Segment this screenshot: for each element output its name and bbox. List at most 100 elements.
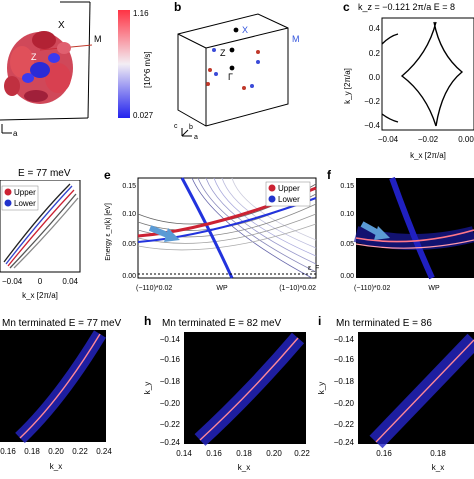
ytick: −0.24 xyxy=(160,438,181,447)
ytick: 0.05 xyxy=(122,241,136,248)
xtick: −0.04 xyxy=(378,135,399,144)
ytick: −0.24 xyxy=(334,438,355,447)
ytick: −0.18 xyxy=(160,377,181,386)
panel-c-ylabel: k_y [2π/a] xyxy=(343,68,352,104)
label-M: M xyxy=(292,34,300,44)
legend-lower: Lower xyxy=(278,195,300,204)
xtick: (−110)*0.02 xyxy=(136,285,172,292)
ytick: −0.20 xyxy=(160,399,181,408)
ytick: 0.05 xyxy=(340,241,354,248)
ytick: 0.2 xyxy=(369,49,381,58)
panel-label-e: e xyxy=(104,168,111,182)
ytick: −0.18 xyxy=(334,377,355,386)
panel-h-title: Mn terminated E = 82 meV xyxy=(162,318,282,329)
xtick: −0.04 xyxy=(2,277,23,286)
ytick: −0.16 xyxy=(334,355,355,364)
panel-d: Upper Lower −0.04 0 0.04 k_x [2π/a] xyxy=(0,179,96,305)
label-X: X xyxy=(242,25,248,35)
axis-triad-a: a xyxy=(1,124,18,138)
xtick: 0.16 xyxy=(376,449,392,458)
xtick: 0.18 xyxy=(24,447,40,456)
panel-e: Energy ε_n(k) [eV] 0.15 0.10 0.05 0.00 ε… xyxy=(102,174,324,302)
ytick: −0.22 xyxy=(334,420,355,429)
colorbar xyxy=(118,10,130,118)
surface-band-lower-2 xyxy=(137,197,317,243)
panel-c-figure: k_y [2π/a] 0.4 0.2 0.0 −0.2 −0.4 −0.04 −… xyxy=(343,17,474,160)
xtick: 0.04 xyxy=(62,277,78,286)
panel-g-xlabel: k_x xyxy=(50,462,62,471)
xtick: WP xyxy=(428,285,440,292)
legend-lower: Lower xyxy=(14,199,36,208)
panel-i-xlabel: k_x xyxy=(432,463,444,472)
xtick: (1−10)*0.02 xyxy=(279,285,316,292)
axis-a-label: a xyxy=(13,129,18,138)
xtick: 0.24 xyxy=(96,447,112,456)
ytick: −0.14 xyxy=(160,335,181,344)
ytick: −0.16 xyxy=(160,355,181,364)
legend-upper: Upper xyxy=(14,188,36,197)
panel-d-xlabel: k_x [2π/a] xyxy=(22,291,58,300)
panel-label-f: f xyxy=(327,168,331,182)
panel-d-title: E = 77 meV xyxy=(18,168,71,179)
panel-e-figure: Energy ε_n(k) [eV] 0.15 0.10 0.05 0.00 ε… xyxy=(105,177,319,292)
fermi-surface xyxy=(4,31,73,104)
label-Z: Z xyxy=(220,48,226,58)
xtick: 0.16 xyxy=(0,447,16,456)
xtick: 0.22 xyxy=(294,449,310,458)
arrow-head-icon xyxy=(164,228,180,242)
xtick: 0 xyxy=(38,277,43,286)
spectral-map xyxy=(356,178,474,278)
arrow-head-icon xyxy=(374,226,390,240)
xtick: 0.14 xyxy=(176,449,192,458)
ytick: −0.2 xyxy=(364,97,380,106)
weyl-points xyxy=(206,48,260,90)
fermi-level-label: ε_F xyxy=(308,265,319,272)
panel-c-title: k_z = −0.121 2π/a E = 8 xyxy=(358,2,456,12)
panel-i-figure: k_y −0.14 −0.16 −0.18 −0.20 −0.22 −0.24 … xyxy=(317,332,474,472)
panel-h-figure: k_y −0.14 −0.16 −0.18 −0.20 −0.22 −0.24 … xyxy=(143,332,310,472)
colorbar-min: 0.027 xyxy=(133,111,154,120)
legend-upper: Upper xyxy=(278,184,300,193)
axis-a-label: a xyxy=(194,134,198,141)
fermi-arcs xyxy=(3,183,79,269)
panel-g-figure: 0.16 0.18 0.20 0.22 0.24 k_x xyxy=(0,330,112,471)
panel-g: 0.16 0.18 0.20 0.22 0.24 k_x xyxy=(0,330,120,474)
ytick: 0.10 xyxy=(340,211,354,218)
xtick: WP xyxy=(216,285,228,292)
panel-a-figure: X M Z a 1.16 0.027 [10^6 m/s] xyxy=(0,1,154,138)
ytick: 0.4 xyxy=(369,24,381,33)
ytick: 0.10 xyxy=(122,211,136,218)
ytick: −0.22 xyxy=(160,420,181,429)
xtick: 0.16 xyxy=(206,449,222,458)
panel-i-ylabel: k_y xyxy=(317,382,326,394)
panel-label-h: h xyxy=(144,314,152,328)
xtick: 0.20 xyxy=(266,449,282,458)
panel-b: X M Z Γ c b a xyxy=(170,0,330,155)
ytick: 0.00 xyxy=(122,273,136,280)
panel-g-title: Mn terminated E = 77 meV xyxy=(2,318,122,329)
panel-label-c: c xyxy=(343,0,350,14)
axis-b-label: b xyxy=(189,124,193,131)
panel-b-figure: X M Z Γ c b a xyxy=(174,13,300,141)
xtick: −0.02 xyxy=(418,135,439,144)
label-Z: Z xyxy=(31,52,37,62)
colorbar-unit: [10^6 m/s] xyxy=(143,51,152,88)
xtick: (−110)*0.02 xyxy=(354,285,390,292)
label-X: X xyxy=(58,20,65,31)
ytick: 0.15 xyxy=(340,183,354,190)
label-M: M xyxy=(94,34,102,44)
panel-f-figure: 0.15 0.10 0.05 0.00 (−110)*0.02 WP xyxy=(340,176,474,292)
xtick: 0.18 xyxy=(430,449,446,458)
panel-f: 0.15 0.10 0.05 0.00 (−110)*0.02 WP xyxy=(322,174,474,302)
panel-a: X M Z a 1.16 0.027 [10^6 m/s] xyxy=(0,0,180,155)
ytick: 0.15 xyxy=(122,183,136,190)
panel-e-ylabel: Energy ε_n(k) [eV] xyxy=(105,203,112,261)
ytick: 0.00 xyxy=(340,273,354,280)
panel-h: k_y −0.14 −0.16 −0.18 −0.20 −0.22 −0.24 … xyxy=(140,330,310,474)
axis-c-label: c xyxy=(174,123,178,130)
xtick: 0.22 xyxy=(72,447,88,456)
axis-triad-b: c b a xyxy=(174,123,198,141)
ytick: −0.14 xyxy=(334,335,355,344)
panel-label-b: b xyxy=(174,0,182,14)
xtick: 0.20 xyxy=(48,447,64,456)
